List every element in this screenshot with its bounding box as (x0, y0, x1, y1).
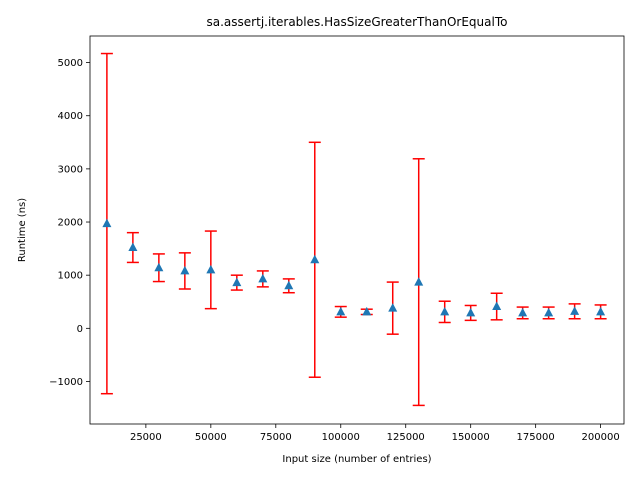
data-point (362, 306, 372, 316)
chart-title: sa.assertj.iterables.HasSizeGreaterThanO… (207, 15, 508, 29)
y-axis-label: Runtime (ns) (17, 198, 28, 262)
data-point (544, 307, 554, 317)
y-tick-label: −1000 (49, 377, 83, 388)
data-point (440, 306, 450, 316)
x-tick-label: 100000 (322, 432, 360, 443)
data-point (388, 303, 398, 312)
data-point (570, 306, 580, 315)
y-tick-label: 5000 (58, 58, 83, 69)
data-point (336, 306, 346, 316)
plot-area: 25000 50000 75000 100000 125000 150000 175000 2… (49, 35, 625, 443)
data-point (492, 301, 502, 311)
data-point (414, 277, 424, 286)
x-tick-label: 125000 (387, 432, 425, 443)
data-point (232, 277, 242, 287)
data-point (180, 265, 190, 275)
data-point (466, 307, 476, 317)
x-tick-label: 75000 (260, 432, 292, 443)
y-tick-label: 4000 (58, 111, 83, 122)
x-tick-label: 50000 (195, 432, 227, 443)
data-point (206, 264, 216, 274)
x-axis-label: Input size (number of entries) (282, 454, 431, 465)
data-point (102, 218, 112, 228)
y-tick-label: 0 (77, 324, 83, 335)
data-point (310, 254, 320, 264)
x-tick-label: 150000 (452, 432, 490, 443)
y-tick-label: 2000 (58, 218, 83, 229)
data-point (128, 242, 138, 252)
y-tick-label: 1000 (58, 271, 83, 282)
data-point (258, 273, 268, 283)
x-tick-label: 175000 (517, 432, 555, 443)
data-point (284, 280, 294, 290)
y-tick-label: 3000 (58, 164, 83, 175)
plot-frame (89, 35, 625, 425)
x-tick-label: 200000 (582, 432, 620, 443)
data-point (596, 306, 606, 316)
data-point (154, 262, 164, 272)
data-point (518, 307, 528, 317)
x-tick-label: 25000 (130, 432, 162, 443)
